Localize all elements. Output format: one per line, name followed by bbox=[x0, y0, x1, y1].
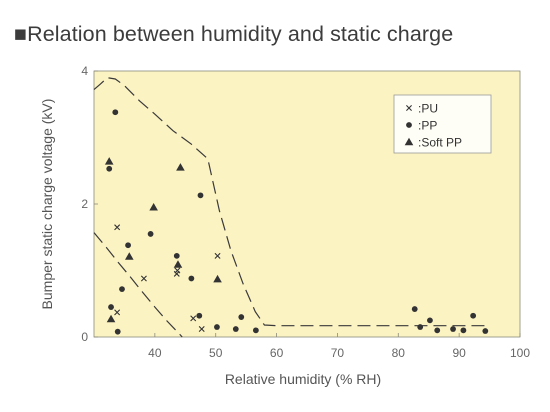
legend-marker-triangle bbox=[404, 137, 414, 146]
data-point-circle bbox=[119, 286, 125, 293]
data-point-triangle bbox=[176, 163, 185, 171]
data-point-circle bbox=[434, 327, 441, 334]
y-tick-label: 2 bbox=[81, 197, 88, 211]
data-point-circle bbox=[411, 306, 418, 312]
data-point-circle bbox=[125, 242, 131, 249]
data-points bbox=[104, 109, 489, 335]
data-point-circle bbox=[197, 192, 204, 199]
data-point-circle bbox=[173, 252, 180, 259]
dashed-envelope-1 bbox=[93, 77, 490, 327]
y-axis-label: Bumper static charge voltage (kV) bbox=[39, 99, 55, 310]
data-point-cross bbox=[140, 275, 147, 282]
y-tick-label: 4 bbox=[81, 64, 88, 78]
data-point-cross bbox=[214, 252, 221, 259]
x-tick-label: 80 bbox=[392, 346, 406, 360]
data-point-cross bbox=[173, 270, 180, 277]
data-point-cross bbox=[114, 309, 121, 316]
data-point-circle bbox=[450, 326, 456, 332]
data-point-triangle bbox=[149, 203, 158, 211]
data-point-triangle bbox=[213, 274, 222, 283]
data-point-circle bbox=[196, 312, 203, 319]
x-tick-label: 60 bbox=[270, 346, 284, 360]
data-point-circle bbox=[112, 109, 119, 116]
data-point-circle bbox=[147, 231, 154, 237]
dashed-envelope-2 bbox=[93, 232, 183, 338]
x-tick-label: 40 bbox=[148, 346, 162, 360]
axis-ticks: 40 50 60 70 80 90 100 0 2 4 bbox=[81, 64, 530, 360]
data-point-circle bbox=[188, 275, 195, 282]
y-tick-label: 0 bbox=[81, 330, 88, 344]
legend-label: :PP bbox=[418, 119, 437, 133]
legend-marker-cross bbox=[406, 105, 412, 111]
chart-title: ■Relation between humidity and static ch… bbox=[14, 22, 454, 46]
data-point-circle bbox=[232, 326, 239, 332]
data-point-circle bbox=[252, 327, 259, 334]
data-point-circle bbox=[108, 304, 114, 310]
legend-label: :PU bbox=[418, 102, 438, 116]
legend-marker-circle bbox=[406, 122, 412, 128]
x-tick-label: 70 bbox=[331, 346, 345, 360]
data-point-circle bbox=[460, 327, 467, 334]
x-tick-label: 50 bbox=[209, 346, 223, 360]
data-point-triangle bbox=[173, 260, 183, 268]
x-axis-label: Relative humidity (% RH) bbox=[225, 371, 381, 387]
data-point-circle bbox=[238, 314, 245, 320]
data-point-circle bbox=[427, 317, 433, 324]
data-point-circle bbox=[417, 324, 424, 330]
x-tick-label: 100 bbox=[510, 346, 530, 360]
data-point-triangle bbox=[124, 252, 134, 260]
dashed-envelopes bbox=[93, 77, 490, 338]
data-point-cross bbox=[114, 224, 121, 231]
data-point-circle bbox=[214, 324, 220, 330]
legend: :PU :PP :Soft PP bbox=[393, 94, 492, 154]
data-point-circle bbox=[470, 312, 477, 319]
data-point-cross bbox=[190, 315, 197, 322]
x-tick-label: 90 bbox=[452, 346, 466, 360]
data-point-circle bbox=[114, 328, 121, 335]
data-point-triangle bbox=[106, 314, 116, 323]
legend-label: :Soft PP bbox=[418, 136, 462, 150]
data-point-circle bbox=[482, 328, 489, 334]
data-point-circle bbox=[106, 165, 113, 172]
data-point-cross bbox=[198, 326, 205, 333]
data-point-triangle bbox=[104, 157, 114, 165]
